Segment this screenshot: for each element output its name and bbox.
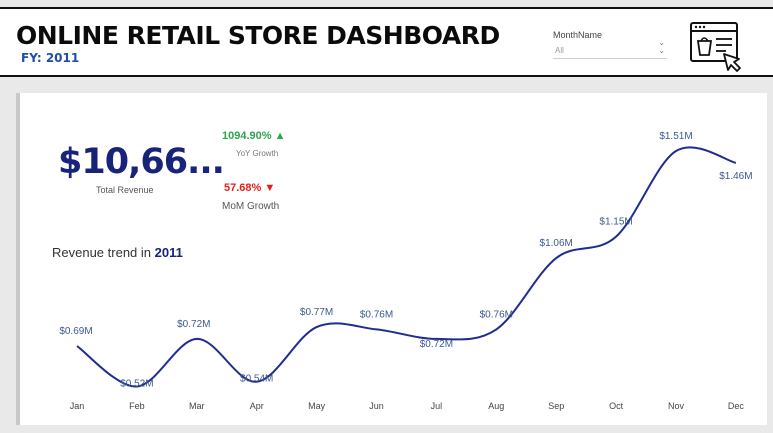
yoy-value-text: 1094.90%	[222, 130, 272, 142]
data-label: $1.46M	[719, 171, 752, 182]
chevron-down-icon[interactable]: ⌄	[658, 46, 665, 55]
x-tick-label: Jul	[431, 401, 443, 411]
revenue-series-line	[76, 146, 737, 388]
slicer-value: All	[555, 46, 564, 55]
trend-title: Revenue trend in 2011	[52, 245, 183, 260]
data-label: $0.76M	[360, 309, 393, 320]
yoy-growth-value: 1094.90% ▲	[222, 130, 286, 142]
x-tick-label: Mar	[189, 401, 205, 411]
mom-growth-label: MoM Growth	[222, 201, 280, 212]
total-revenue-label: Total Revenue	[96, 185, 154, 195]
data-label: $1.06M	[540, 238, 573, 249]
data-label: $0.52M	[120, 379, 153, 390]
chevron-down-icon[interactable]: ⌄	[658, 38, 665, 47]
data-label: $0.72M	[177, 319, 210, 330]
x-tick-label: Nov	[668, 401, 685, 411]
month-select[interactable]: All ⌄	[553, 44, 667, 59]
mom-value-text: 57.68%	[224, 182, 262, 194]
online-store-icon	[690, 22, 741, 72]
data-label: $0.69M	[59, 326, 92, 337]
data-label: $0.77M	[300, 307, 333, 318]
page-title: ONLINE RETAIL STORE DASHBOARD	[16, 21, 500, 50]
triangle-down-icon: ▼	[264, 182, 276, 194]
x-tick-label: Oct	[609, 401, 624, 411]
x-tick-label: Jan	[70, 401, 85, 411]
data-label: $1.51M	[659, 131, 692, 142]
fiscal-year-label: FY: 2011	[21, 51, 80, 65]
x-tick-label: Dec	[728, 401, 745, 411]
total-revenue-value: $10,66...	[58, 142, 225, 182]
x-tick-label: Aug	[488, 401, 504, 411]
yoy-growth-label: YoY Growth	[236, 149, 279, 158]
triangle-up-icon: ▲	[274, 130, 286, 142]
x-tick-label: May	[308, 401, 326, 411]
data-label: $0.54M	[240, 374, 273, 385]
trend-title-year: 2011	[154, 245, 183, 260]
trend-title-prefix: Revenue trend in	[52, 245, 155, 260]
slicer-label: MonthName	[553, 30, 603, 40]
dashboard-header: ONLINE RETAIL STORE DASHBOARD FY: 2011 M…	[0, 7, 773, 77]
data-label: $0.72M	[420, 339, 453, 350]
revenue-card	[16, 93, 767, 425]
mom-growth-value: 57.68% ▼	[224, 182, 275, 194]
month-slicer[interactable]: MonthName ⌄ All ⌄	[553, 30, 667, 59]
x-tick-label: Feb	[129, 401, 145, 411]
x-tick-label: Jun	[369, 401, 384, 411]
x-tick-label: Sep	[548, 401, 564, 411]
x-tick-label: Apr	[250, 401, 264, 411]
data-label: $1.15M	[599, 217, 632, 228]
data-label: $0.76M	[480, 309, 513, 320]
